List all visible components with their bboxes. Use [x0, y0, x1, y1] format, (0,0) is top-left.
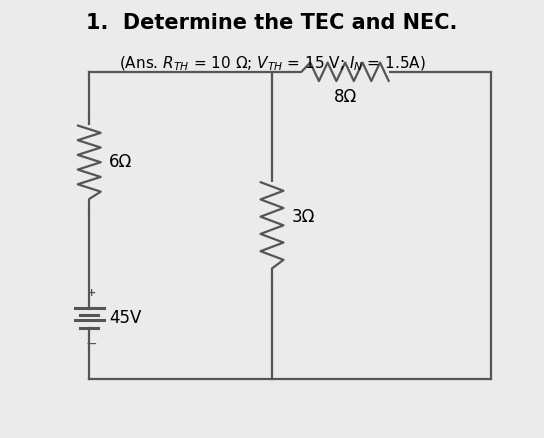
Text: 3Ω: 3Ω: [292, 208, 315, 226]
Text: (Ans. $R_{TH}$ = 10 $\Omega$; $V_{TH}$ = 15 V; $I_N$ = 1.5A): (Ans. $R_{TH}$ = 10 $\Omega$; $V_{TH}$ =…: [119, 55, 425, 74]
Text: +: +: [87, 289, 96, 298]
Text: 8Ω: 8Ω: [333, 88, 357, 106]
Text: 6Ω: 6Ω: [109, 153, 132, 171]
Text: 45V: 45V: [109, 309, 141, 327]
Text: 1.  Determine the TEC and NEC.: 1. Determine the TEC and NEC.: [86, 13, 458, 33]
Text: −: −: [86, 337, 97, 351]
